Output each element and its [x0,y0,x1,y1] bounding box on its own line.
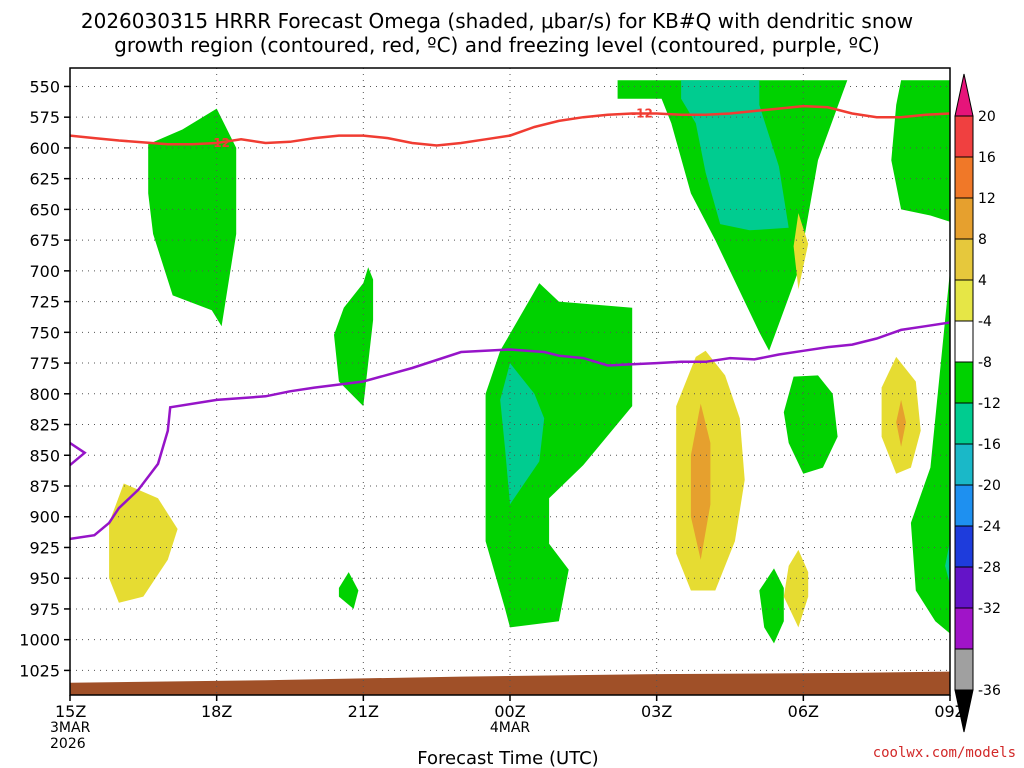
colorbar-bin-1 [954,115,974,158]
y-tick-label-1025: 1025 [19,661,60,680]
y-tick-label-975: 975 [29,600,60,619]
colorbar-label-1: 20 [978,109,996,125]
y-tick-label-1000: 1000 [19,631,60,650]
y-tick-label-875: 875 [29,477,60,496]
terrain-ground [70,671,950,695]
x-tick-year-15Z: 2026 [50,736,86,752]
colorbar-bin-12 [954,566,974,609]
x-tick-label-09Z: 09Z [934,702,965,721]
colorbar-label-10: -20 [978,478,1001,494]
x-tick-label-03Z: 03Z [641,702,672,721]
y-tick-label-950: 950 [29,569,60,588]
dgz-contour-label-2: -12 [631,106,653,120]
omega-region-15 [690,403,711,560]
omega-region-13 [109,483,178,603]
y-tick-label-675: 675 [29,231,60,250]
y-tick-label-575: 575 [29,108,60,127]
x-tick-label-06Z: 06Z [788,702,819,721]
colorbar-bin-10 [954,484,974,527]
colorbar-label-14: -36 [978,683,1001,699]
dgz-contour-line [70,104,950,147]
x-tick-label-00Z: 00Z [494,702,525,721]
colorbar-bin-7 [954,361,974,404]
colorbar-bin-14 [954,648,974,691]
y-tick-label-600: 600 [29,139,60,158]
colorbar-bin-8 [954,402,974,445]
colorbar-label-11: -24 [978,519,1001,535]
omega-region-17 [783,549,809,628]
colorbar-label-3: 12 [978,191,996,207]
x-tick-label-21Z: 21Z [348,702,379,721]
y-tick-label-700: 700 [29,262,60,281]
y-tick-label-625: 625 [29,170,60,189]
omega-region-12 [945,541,950,585]
omega-region-7 [681,80,789,231]
omega-region-3 [338,572,359,609]
y-tick-label-825: 825 [29,416,60,435]
plot-content: -12 -12 [70,68,950,695]
x-tick-date-00Z: 4MAR [490,720,531,736]
y-tick-label-800: 800 [29,385,60,404]
chart-title-line-1: 2026030315 HRRR Forecast Omega (shaded, … [81,9,913,33]
colorbar-bin-6 [954,320,974,363]
colorbar-bin-9 [954,443,974,486]
colorbar-label-13: -32 [978,601,1001,617]
omega-region-14 [676,350,745,591]
colorbar-bin-3 [954,197,974,240]
colorbar-bin-2 [954,156,974,199]
colorbar-label-8: -12 [978,396,1001,412]
colorbar-bin-5 [954,279,974,322]
omega-region-2 [334,267,374,407]
colorbar: 20 16 12 8 4 -4 -8 -12 -16 -20 -24 -28 -32 -36 [954,73,1001,733]
colorbar-label-2: 16 [978,150,996,166]
omega-region-16 [793,213,809,290]
omega-region-10 [891,80,950,222]
colorbar-label-6: -4 [978,314,992,330]
y-tick-label-725: 725 [29,293,60,312]
x-axis-title: Forecast Time (UTC) [417,748,598,768]
omega-region-8 [783,375,838,474]
colorbar-label-4: 8 [978,232,987,248]
colorbar-label-9: -16 [978,437,1001,453]
axes: 550 575 600 625 650 675 700 725 750 775 800 825 850 8… [19,67,966,752]
colorbar-label-5: 4 [978,273,987,289]
colorbar-bin-4 [954,238,974,281]
x-tick-label-18Z: 18Z [201,702,232,721]
plot-area: -12 -12 [70,68,950,695]
omega-region-5 [500,363,545,505]
y-tick-label-650: 650 [29,200,60,219]
colorbar-label-12: -28 [978,560,1001,576]
omega-region-4 [485,283,633,628]
y-tick-label-750: 750 [29,323,60,342]
y-tick-label-775: 775 [29,354,60,373]
y-tick-label-850: 850 [29,446,60,465]
freezing-level-line-fragment [70,441,87,467]
credit-text: coolwx.com/models [873,745,1016,761]
colorbar-bottom-arrow [954,689,974,733]
x-tick-label-15Z: 15Z [55,702,86,721]
chart-title-line-2: growth region (contoured, red, ºC) and f… [114,33,880,57]
colorbar-bin-13 [954,607,974,650]
omega-region-11 [910,270,950,634]
colorbar-label-7: -8 [978,355,992,371]
y-tick-label-900: 900 [29,508,60,527]
omega-region-19 [896,399,906,447]
dgz-contour-label-1: -12 [208,136,230,150]
freezing-level-line [70,321,950,541]
x-tick-date-15Z: 3MAR [50,720,91,736]
omega-region-1 [148,108,237,327]
colorbar-bin-11 [954,525,974,568]
y-tick-label-550: 550 [29,77,60,96]
y-tick-label-925: 925 [29,538,60,557]
omega-region-9 [759,568,784,644]
